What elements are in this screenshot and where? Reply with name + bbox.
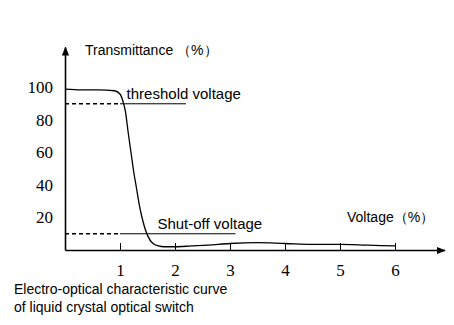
x-tick-mark [175,243,176,250]
x-tick: 3 [226,243,235,280]
x-tick-label: 5 [336,261,345,280]
y-tick: 100 [28,78,66,97]
y-tick-label: 20 [36,208,53,227]
x-tick-label: 6 [391,261,400,280]
y-axis-title: Transmittance （%） [85,42,218,58]
annotation-label: Shut-off voltage [157,215,262,232]
transmittance-line [65,89,395,247]
chart-title: of liquid crystal optical switch [14,299,194,315]
annotation-underline [120,103,186,104]
dashed-guide [65,103,120,105]
x-tick-mark [230,243,231,250]
x-tick-mark [395,243,396,250]
x-axis-title: Voltage（%） [347,209,434,225]
y-tick-label: 80 [36,111,53,130]
x-tick: 1 [116,243,125,280]
annotation-underline [120,233,236,234]
x-tick-label: 3 [226,261,235,280]
y-tick-label: 40 [36,176,53,195]
y-tick-label: 60 [36,143,53,162]
x-tick-mark [120,243,121,250]
x-tick-mark [285,243,286,250]
chart: threshold voltage Shut-off voltage 1 2 3 4 5 6 2… [0,0,454,325]
x-tick-label: 4 [281,261,290,280]
y-tick: 80 [36,111,65,130]
y-tick: 40 [36,176,65,195]
y-axis: 20 40 60 80 100 [28,47,66,250]
x-tick: 2 [171,243,180,280]
x-axis-line [66,250,446,252]
y-tick-label: 100 [28,78,54,97]
x-tick: 4 [281,243,290,280]
plot-area [65,89,395,247]
dashed-guide [65,233,120,235]
x-tick-label: 1 [116,261,125,280]
y-axis-line [65,47,67,250]
x-tick-mark [340,243,341,250]
x-tick: 6 [391,243,400,280]
y-tick: 60 [36,143,65,162]
annotations: threshold voltage Shut-off voltage [65,85,262,234]
annotation-label: threshold voltage [127,85,241,102]
x-tick: 5 [336,243,345,280]
x-tick-label: 2 [171,261,180,280]
x-axis: 1 2 3 4 5 6 [66,243,446,280]
chart-title: Electro-optical characteristic curve [14,281,227,297]
y-tick: 20 [36,208,65,227]
